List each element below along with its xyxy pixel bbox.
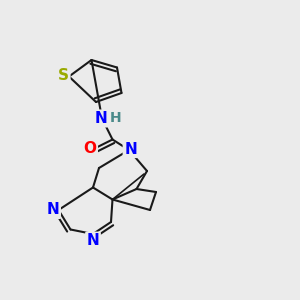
Text: O: O [83,141,97,156]
Text: N: N [87,233,99,248]
Text: H: H [110,112,121,125]
Text: N: N [47,202,59,217]
Text: N: N [124,142,137,157]
Text: S: S [58,68,69,82]
Text: N: N [94,111,107,126]
